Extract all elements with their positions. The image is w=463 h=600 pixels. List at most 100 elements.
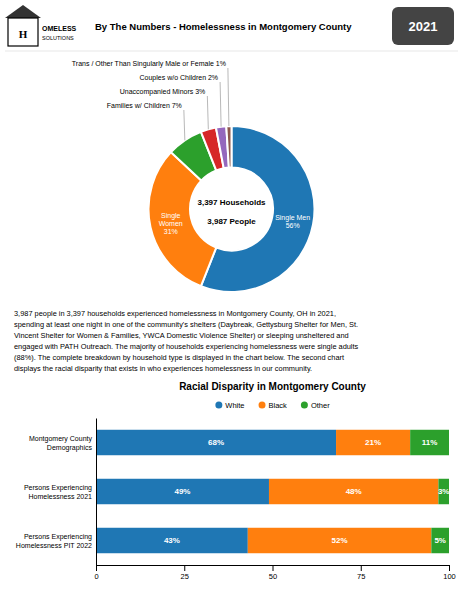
slice-labels: Single Men56% SingleWomen31% Families w/ C…	[72, 60, 310, 234]
series	[248, 430, 439, 553]
header: H OMELESS SOLUTIONS By The Numbers - Homele…	[5, 5, 454, 46]
legend-label: Black	[269, 401, 288, 410]
text-line: spending at least one night in one of th…	[14, 320, 358, 329]
data-label: 43%	[164, 536, 180, 545]
tick: 25	[181, 565, 189, 581]
legend-label: Other	[311, 401, 330, 410]
data-label: 5%	[434, 536, 446, 545]
body-text: 3,987 people in 3,397 households experie…	[14, 309, 359, 373]
data-labels: 68% 49% 43% 21% 48% 52% 11% 3% 5%	[164, 438, 450, 545]
text-line: Single	[161, 211, 181, 219]
text-line: Persons Experiencing	[24, 533, 92, 541]
legend-swatch	[259, 402, 266, 409]
text-line: Persons Experiencing	[24, 484, 92, 492]
axis-line	[96, 419, 97, 566]
bar	[269, 479, 438, 504]
text-line: Demographics	[47, 443, 93, 451]
tick: 0	[94, 565, 98, 581]
text-line: Montgomery County	[29, 435, 93, 443]
legend-swatch	[215, 402, 222, 409]
tick-label: 50	[269, 572, 277, 581]
bar	[96, 430, 336, 455]
tick: 75	[357, 565, 365, 581]
logo-letter: H	[19, 28, 28, 40]
axis-line	[97, 566, 450, 572]
leader-line	[207, 96, 208, 129]
logo-subtext: SOLUTIONS	[42, 35, 74, 41]
bars	[96, 430, 449, 553]
title: By The Numbers - Homelessness in Montgom…	[95, 21, 352, 32]
leader-line	[184, 110, 185, 140]
text-line: Homelessness PIT 2022	[16, 541, 92, 548]
data-label: 11%	[422, 438, 438, 447]
bar	[248, 528, 432, 553]
text-line: Homelessness 2021	[29, 492, 93, 499]
slice	[201, 126, 315, 292]
tick: 100	[443, 565, 456, 581]
slice-label: Couples w/o Children 2%	[139, 74, 218, 82]
text-line: 31%	[164, 227, 178, 234]
slice-label: Unaccompanied Minors 3%	[120, 88, 206, 96]
infographic: H OMELESS SOLUTIONS By The Numbers - Homele…	[0, 0, 463, 600]
chart-title: Racial Disparity in Montgomery County	[179, 381, 366, 392]
tick: Persons ExperiencingHomelessness 2021	[24, 484, 96, 500]
badge-text: 2021	[409, 19, 438, 34]
text-line: displays the racial disparity that exist…	[14, 364, 312, 373]
legend-label: White	[225, 401, 244, 410]
text-line: Single Men	[275, 213, 310, 221]
logo-house	[8, 18, 38, 46]
tick-mark	[449, 565, 450, 571]
separator	[5, 51, 458, 52]
tick-mark	[96, 565, 97, 571]
data-label: 3%	[438, 487, 450, 496]
legend-item: Black	[259, 401, 288, 410]
series	[410, 430, 449, 553]
tick-mark	[184, 565, 185, 571]
data-label: 21%	[365, 438, 381, 447]
legend-swatch	[301, 402, 308, 409]
logo-text: OMELESS	[42, 25, 77, 32]
bar	[96, 528, 248, 553]
text-line: 56%	[286, 221, 300, 228]
leader-line	[228, 68, 229, 126]
tick-mark	[361, 565, 362, 571]
slice-label: Single Men56%	[275, 213, 310, 228]
bar	[438, 479, 449, 504]
bar	[336, 430, 410, 455]
data-label: 49%	[174, 487, 190, 496]
center-text: 3,987 People	[207, 217, 256, 226]
tick-label: Persons ExperiencingHomelessness 2021	[24, 484, 92, 500]
tick-label: 100	[443, 572, 456, 581]
tick: Montgomery CountyDemographics	[29, 435, 96, 452]
bar	[431, 528, 449, 553]
bar	[410, 430, 449, 455]
tick: 50	[269, 565, 277, 581]
tick-label: 0	[94, 572, 98, 581]
text-line: 3,987 people in 3,397 households experie…	[14, 309, 336, 318]
data-label: 52%	[332, 536, 348, 545]
slice	[226, 126, 231, 168]
x-axis: 0 25 50 75 100	[94, 565, 455, 581]
y-axis: Montgomery CountyDemographics Persons Exp…	[16, 419, 97, 566]
slice-label: SingleWomen31%	[159, 211, 183, 234]
tick-label: 75	[357, 572, 365, 581]
leader-line	[220, 82, 221, 127]
data-label: 48%	[346, 487, 362, 496]
bar	[96, 479, 269, 504]
slice-label: Families w/ Children 7%	[107, 102, 182, 109]
legend-item: White	[215, 401, 244, 410]
slices	[149, 126, 315, 292]
legend-item: Other	[301, 401, 330, 410]
legend: White Black Other	[215, 401, 330, 410]
center-text: 3,397 Households	[197, 198, 266, 207]
slice-label: Trans / Other Than Singularly Male or Fe…	[72, 60, 226, 68]
text-line: Vincent Shelter for Women & Families, YW…	[14, 331, 349, 340]
donut: Single Men56% SingleWomen31% Families w/ C…	[72, 60, 315, 292]
data-label: 68%	[208, 438, 224, 447]
badge	[392, 7, 454, 45]
tick-mark	[273, 565, 274, 571]
logo-roof	[5, 5, 41, 18]
tick-label: Montgomery CountyDemographics	[29, 435, 93, 452]
text-line: (88%). The complete breakdown by househo…	[14, 353, 344, 362]
tick-label: 25	[181, 572, 189, 581]
